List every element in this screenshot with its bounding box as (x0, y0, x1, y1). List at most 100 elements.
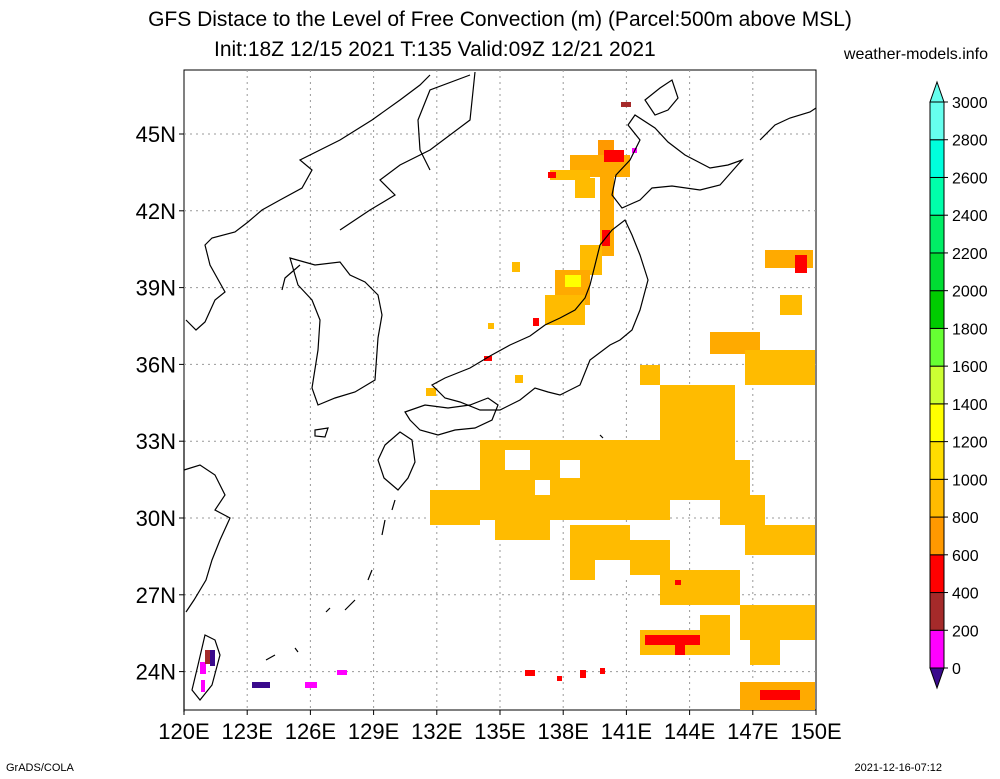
shade-patch (201, 680, 205, 692)
colorbar-label: 200 (952, 623, 979, 640)
colorbar-label: 1600 (952, 359, 988, 376)
shade-patch (525, 670, 535, 676)
shade-patch (675, 645, 685, 655)
map-title-line2: Init:18Z 12/15 2021 T:135 Valid:09Z 12/2… (214, 38, 656, 61)
shade-patch (745, 525, 815, 555)
shade-patch (210, 650, 215, 666)
shade-patch (740, 605, 815, 640)
shade-patch (426, 388, 436, 396)
colorbar-label: 2600 (952, 170, 988, 187)
colorbar-swatch (929, 214, 945, 254)
shade-patch (430, 490, 480, 525)
lat-tick-label: 45N (136, 122, 176, 147)
shade-patch (533, 318, 539, 326)
shade-patch (305, 682, 317, 688)
colorbar-swatch (929, 403, 945, 443)
lon-tick-label: 123E (222, 719, 273, 744)
lon-tick-label: 129E (348, 719, 399, 744)
shade-patch (600, 668, 605, 674)
shade-patch (645, 635, 700, 645)
colorbar-swatch (929, 290, 945, 329)
shade-patch (488, 323, 494, 329)
colorbar-swatch (929, 327, 945, 367)
lon-tick-label: 141E (601, 719, 652, 744)
colorbar-low-triangle (929, 667, 945, 690)
lon-tick-label: 135E (474, 719, 525, 744)
map-title-line1: GFS Distace to the Level of Free Convect… (148, 8, 852, 31)
lat-tick-label: 39N (136, 276, 176, 301)
lat-tick-label: 33N (136, 429, 176, 454)
colorbar-swatch (929, 252, 945, 292)
lon-tick-label: 126E (285, 719, 336, 744)
colorbar-swatch (929, 592, 945, 631)
shade-patch (515, 375, 523, 383)
shade-patch (621, 102, 631, 107)
colorbar-label: 2800 (952, 133, 988, 150)
shade-patch (337, 670, 347, 675)
shade-gap (505, 450, 530, 470)
coastlines (183, 71, 817, 712)
shade-patch (675, 580, 681, 585)
shade-patch (745, 350, 815, 385)
colorbar-label: 1400 (952, 397, 988, 414)
colorbar-label: 800 (952, 510, 979, 527)
lon-tick-label: 144E (664, 719, 715, 744)
shade-patch (660, 570, 740, 605)
shade-patch (660, 385, 735, 460)
shade-patch (495, 520, 550, 540)
shade-patch (580, 245, 602, 275)
lat-tick-label: 30N (136, 506, 176, 531)
lat-tick-label: 36N (136, 352, 176, 377)
shade-patch (484, 356, 492, 361)
shade-patch (750, 640, 780, 665)
shade-patch (512, 262, 520, 272)
lfc-shading (200, 102, 815, 710)
colorbar-swatch (929, 516, 945, 556)
lat-axis-labels: 24N 27N 30N 33N 36N 39N 42N 45N (136, 122, 184, 685)
lon-tick-label: 150E (790, 719, 841, 744)
colorbar-high-triangle (929, 80, 945, 103)
lat-tick-label: 24N (136, 660, 176, 685)
colorbar-label: 1000 (952, 472, 988, 489)
shade-patch (670, 460, 750, 500)
colorbar-swatch (929, 478, 945, 518)
lon-tick-label: 138E (538, 719, 589, 744)
colorbar-label: 2000 (952, 284, 988, 301)
lon-tick-label: 132E (411, 719, 462, 744)
colorbar-label: 2200 (952, 246, 988, 263)
shade-gap (535, 480, 550, 495)
shade-patch (550, 170, 590, 180)
shade-patch (205, 650, 211, 664)
shade-patch (710, 332, 760, 354)
colorbar: 0 200 400 600 800 1000 1200 1400 1600 1800 2000 220… (929, 80, 988, 690)
colorbar-swatch (929, 365, 945, 405)
colorbar-label: 2400 (952, 208, 988, 225)
lat-tick-label: 42N (136, 199, 176, 224)
shade-patch (604, 150, 624, 162)
colorbar-label: 1200 (952, 435, 988, 452)
shade-patch (252, 682, 270, 688)
colorbar-swatch (929, 629, 945, 669)
shade-patch (780, 295, 802, 315)
colorbar-swatch (929, 554, 945, 594)
colorbar-label: 400 (952, 586, 979, 603)
shade-patch (548, 172, 556, 178)
shade-patch (720, 495, 765, 525)
footer-credit: GrADS/COLA (6, 762, 74, 774)
colorbar-label: 3000 (952, 95, 988, 112)
shade-patch (565, 275, 581, 287)
shade-patch (200, 662, 206, 674)
colorbar-label: 0 (952, 661, 961, 678)
lon-axis-labels: 120E 123E 126E 129E 132E 135E 138E 141E 144E 147E… (158, 710, 842, 744)
colorbar-label: 600 (952, 548, 979, 565)
shade-patch (575, 178, 595, 198)
shade-patch (630, 540, 670, 575)
shade-patch (545, 295, 585, 325)
shade-gap (560, 460, 580, 478)
colorbar-swatch (929, 139, 945, 178)
colorbar-swatch (929, 176, 945, 216)
shade-patch (580, 670, 586, 678)
colorbar-label: 1800 (952, 321, 988, 338)
shade-gap (595, 560, 630, 580)
